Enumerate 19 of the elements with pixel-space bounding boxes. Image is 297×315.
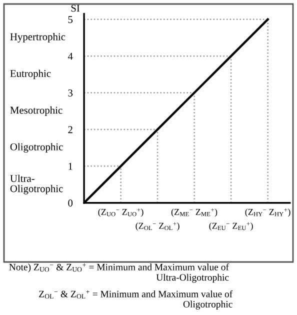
x-tick-label: (Z$_{UO}$$^{−}$ Z$_{UO}$$^{+}$) bbox=[98, 208, 144, 217]
text: Oligotrophic bbox=[10, 143, 63, 153]
text: Z$_{OL}$$^{−}$ & Z$_{OL}$$^{+}$ = Minimum and Maximum value of Oligotrophic bbox=[39, 290, 233, 310]
text: Mesotrophic bbox=[10, 106, 62, 116]
y-tick-label: 2 bbox=[68, 126, 72, 134]
x-tick-label: (Z$_{OL}$$^{−}$ Z$_{OL}$$^{+}$) bbox=[136, 222, 180, 231]
y-tick-label: 0 bbox=[68, 200, 73, 207]
text: Hypertrophic bbox=[10, 32, 66, 42]
y-tick-label: 1 bbox=[68, 162, 72, 170]
x-tick-label: (Z$_{ME}$$^{−}$ Z$_{ME}$$^{+}$) bbox=[171, 208, 218, 217]
text: Ultra- Oligotrophic bbox=[10, 174, 63, 194]
text: Eutrophic bbox=[10, 70, 51, 80]
x-tick-label: (Z$_{HY}$$^{−}$ Z$_{HY}$$^{+}$) bbox=[245, 208, 290, 217]
y-axis-title: SI bbox=[71, 4, 80, 12]
text: Note) Z$_{UO}$$^{−}$ & Z$_{UO}$$^{+}$ = Minimum and Maximum value of Ultra-Oligotrophic bbox=[9, 263, 229, 283]
x-tick-label: (Z$_{EU}$$^{−}$ Z$_{EU}$$^{+}$) bbox=[209, 222, 253, 231]
y-tick-label: 4 bbox=[68, 52, 73, 60]
y-tick-label: 3 bbox=[68, 89, 73, 96]
y-tick-label: 5 bbox=[68, 16, 73, 24]
